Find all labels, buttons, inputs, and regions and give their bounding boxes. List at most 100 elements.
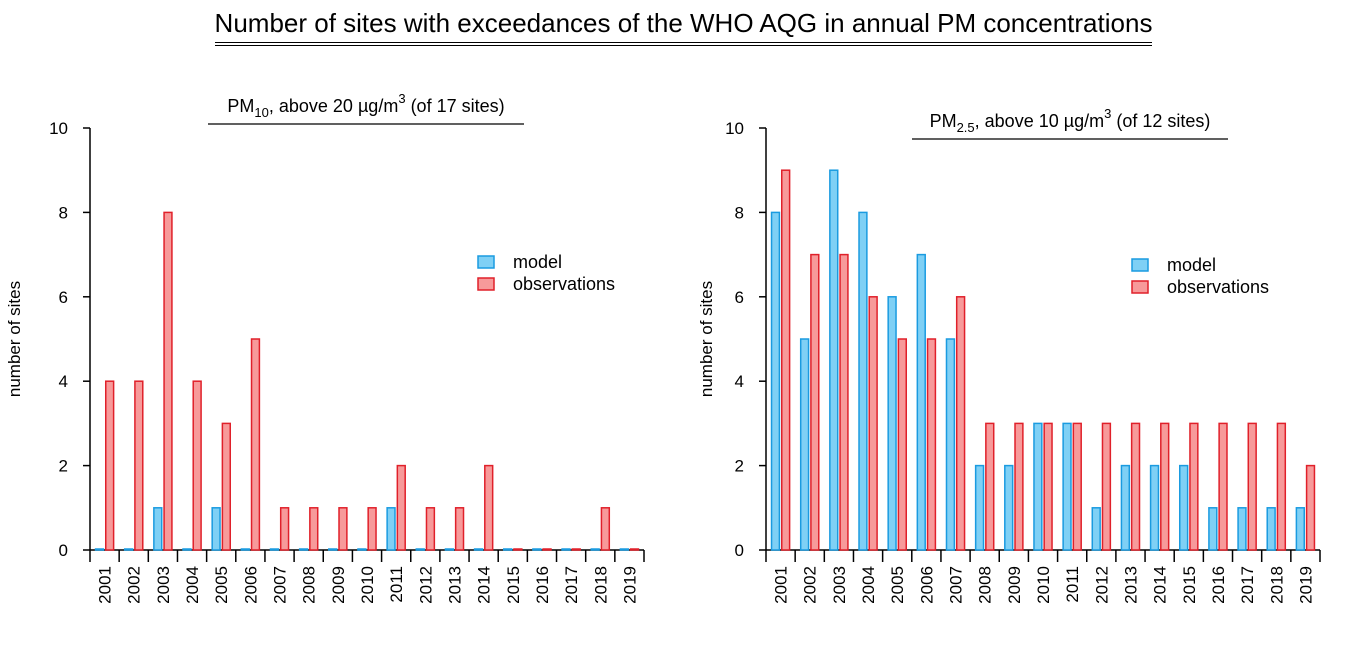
x-tick-label: 2015	[1180, 566, 1199, 604]
bar-model	[473, 548, 484, 551]
bar-observations	[338, 507, 348, 551]
bar-model	[211, 507, 221, 551]
bar-observations	[1247, 422, 1257, 551]
main-title: Number of sites with exceedances of the …	[0, 8, 1367, 46]
bar-model	[1091, 507, 1101, 551]
bar-observations	[454, 507, 465, 551]
bar-model	[1266, 507, 1276, 551]
y-tick-label: 8	[735, 203, 744, 222]
bar-observations	[955, 296, 966, 551]
bar-observations	[1189, 422, 1199, 551]
bar-model	[1004, 464, 1014, 551]
x-tick-label: 2007	[271, 566, 290, 604]
x-tick-label: 2014	[475, 566, 494, 604]
bar-model	[298, 548, 309, 551]
x-tick-label: 2017	[1238, 566, 1257, 604]
legend-swatch	[1131, 258, 1149, 272]
y-tick-label: 6	[735, 288, 744, 307]
x-tick-label: 2015	[504, 566, 523, 604]
x-tick-label: 2014	[1151, 566, 1170, 604]
bar-observations	[542, 548, 552, 551]
bar-model	[858, 211, 868, 551]
bar-observations	[897, 338, 907, 551]
legend-label: model	[1167, 255, 1216, 275]
x-tick-label: 2003	[830, 566, 849, 604]
legend-label: observations	[513, 274, 615, 294]
bar-observations	[279, 507, 290, 551]
main-title-text: Number of sites with exceedances of the …	[214, 8, 1153, 46]
bar-model	[1295, 507, 1306, 551]
bar-model	[1208, 507, 1218, 551]
x-tick-label: 2003	[154, 566, 173, 604]
subplot-title: PM2.5, above 10 µg/m3 (of 12 sites)	[930, 106, 1211, 135]
bar-observations	[1043, 422, 1053, 551]
bar-model	[590, 548, 600, 551]
y-axis-label: number of sites	[5, 281, 24, 397]
x-tick-label: 2019	[1296, 566, 1315, 604]
y-axis-label: number of sites	[697, 281, 716, 397]
bar-observations	[250, 338, 261, 551]
chart-2: 0 2 4 6 8 10 number of sites 2001 2002 2003 2004 20…	[697, 106, 1321, 604]
x-tick-label: 2010	[1034, 566, 1053, 604]
bar-observations	[1072, 422, 1082, 551]
x-tick-label: 2001	[96, 566, 115, 604]
bar-observations	[839, 253, 849, 551]
bar-model	[619, 548, 630, 551]
y-tick-label: 10	[725, 119, 744, 138]
bar-observations	[1218, 422, 1228, 551]
bar-observations	[780, 169, 791, 551]
x-tick-label: 2009	[329, 566, 348, 604]
bar-model	[386, 507, 396, 551]
bar-model	[153, 507, 163, 551]
bar-model	[945, 338, 956, 551]
bar-observations	[1014, 422, 1024, 551]
bar-observations	[513, 548, 523, 551]
legend-label: observations	[1167, 277, 1269, 297]
bar-model	[770, 211, 781, 551]
x-tick-label: 2013	[1121, 566, 1140, 604]
bar-observations	[396, 464, 406, 551]
y-tick-label: 6	[59, 288, 68, 307]
x-tick-label: 2012	[1092, 566, 1111, 604]
bar-observations	[810, 253, 820, 551]
legend-swatch	[477, 255, 495, 269]
x-tick-label: 2006	[241, 566, 260, 604]
bar-model	[444, 548, 455, 551]
bar-model	[1149, 464, 1160, 551]
bar-model	[1062, 422, 1072, 551]
x-tick-label: 2005	[212, 566, 231, 604]
bar-observations	[163, 211, 173, 551]
bar-observations	[104, 380, 115, 551]
bar-observations	[1130, 422, 1141, 551]
x-tick-label: 2010	[358, 566, 377, 604]
x-tick-label: 2016	[1209, 566, 1228, 604]
bar-model	[503, 548, 513, 551]
bar-model	[123, 548, 134, 551]
y-tick-label: 4	[735, 372, 744, 391]
bar-observations	[629, 548, 640, 551]
bar-model	[1120, 464, 1131, 551]
x-tick-label: 2004	[859, 566, 878, 604]
bar-observations	[484, 464, 494, 551]
y-tick-label: 0	[735, 541, 744, 560]
bar-model	[240, 548, 250, 551]
x-tick-label: 2002	[125, 566, 144, 604]
bar-observations	[1160, 422, 1170, 551]
bar-model	[415, 548, 425, 551]
bar-observations	[134, 380, 144, 551]
bar-model	[94, 548, 105, 551]
x-tick-label: 2008	[976, 566, 995, 604]
bar-observations	[425, 507, 436, 551]
x-tick-label: 2011	[1063, 566, 1082, 603]
bar-model	[974, 464, 985, 551]
y-tick-label: 2	[735, 457, 744, 476]
x-tick-label: 2016	[533, 566, 552, 604]
y-tick-label: 10	[49, 119, 68, 138]
x-tick-label: 2013	[445, 566, 464, 604]
bar-model	[561, 548, 571, 551]
x-tick-label: 2001	[772, 566, 791, 604]
legend-swatch	[1131, 280, 1149, 294]
bar-observations	[1101, 422, 1112, 551]
subplot-title: PM10, above 20 µg/m3 (of 17 sites)	[227, 91, 504, 120]
bar-model	[532, 548, 542, 551]
